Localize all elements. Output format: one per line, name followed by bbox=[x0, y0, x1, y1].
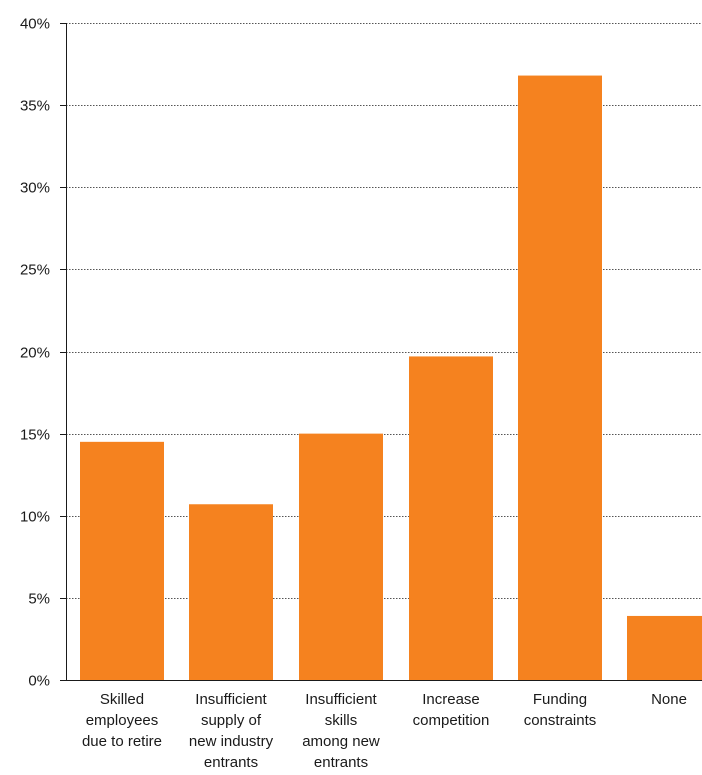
category-label-line: Insufficient bbox=[305, 691, 377, 708]
category-label: Increase competition bbox=[413, 691, 490, 729]
axes bbox=[60, 23, 702, 681]
category-label-line: supply of bbox=[201, 712, 262, 729]
category-label-line: Skilled bbox=[100, 691, 144, 708]
category-label-line: Insufficient bbox=[195, 691, 267, 708]
category-label: Insufficient supply of new industry entrant… bbox=[189, 691, 274, 771]
y-tick-labels: 0% 5% 10% 15% 20% 25% 30% 35% 40% bbox=[20, 16, 50, 690]
y-tick-label: 40% bbox=[20, 16, 50, 33]
category-label-line: employees bbox=[86, 712, 159, 729]
category-label: None bbox=[651, 691, 687, 708]
category-label-line: entrants bbox=[204, 754, 258, 771]
bar bbox=[189, 504, 273, 680]
category-label-line: constraints bbox=[524, 712, 597, 729]
y-tick-label: 5% bbox=[28, 591, 50, 608]
y-tick-label: 0% bbox=[28, 673, 50, 690]
category-label-line: None bbox=[651, 691, 687, 708]
category-label-line: due to retire bbox=[82, 733, 162, 750]
category-label: Funding constraints bbox=[524, 691, 597, 729]
bar bbox=[627, 615, 702, 680]
category-label-line: skills bbox=[325, 712, 358, 729]
y-tick-label: 35% bbox=[20, 98, 50, 115]
y-tick-label: 15% bbox=[20, 427, 50, 444]
category-label-line: among new bbox=[302, 733, 380, 750]
y-tick-label: 30% bbox=[20, 180, 50, 197]
category-label-line: Funding bbox=[533, 691, 587, 708]
bar bbox=[80, 441, 164, 680]
bar bbox=[518, 75, 602, 680]
category-label-line: Increase bbox=[422, 691, 480, 708]
category-label: Skilled employees due to retire bbox=[82, 691, 162, 750]
category-label-line: competition bbox=[413, 712, 490, 729]
category-labels: Skilled employees due to retire Insufficien… bbox=[82, 691, 687, 771]
bar bbox=[409, 356, 493, 680]
y-tick-label: 10% bbox=[20, 509, 50, 526]
gridlines bbox=[66, 23, 702, 599]
category-label: Insufficient skills among new entrants bbox=[302, 691, 380, 771]
y-tick-label: 20% bbox=[20, 345, 50, 362]
y-tick-label: 25% bbox=[20, 262, 50, 279]
category-label-line: new industry bbox=[189, 733, 274, 750]
bars bbox=[80, 75, 702, 680]
bar bbox=[299, 433, 383, 680]
category-label-line: entrants bbox=[314, 754, 368, 771]
